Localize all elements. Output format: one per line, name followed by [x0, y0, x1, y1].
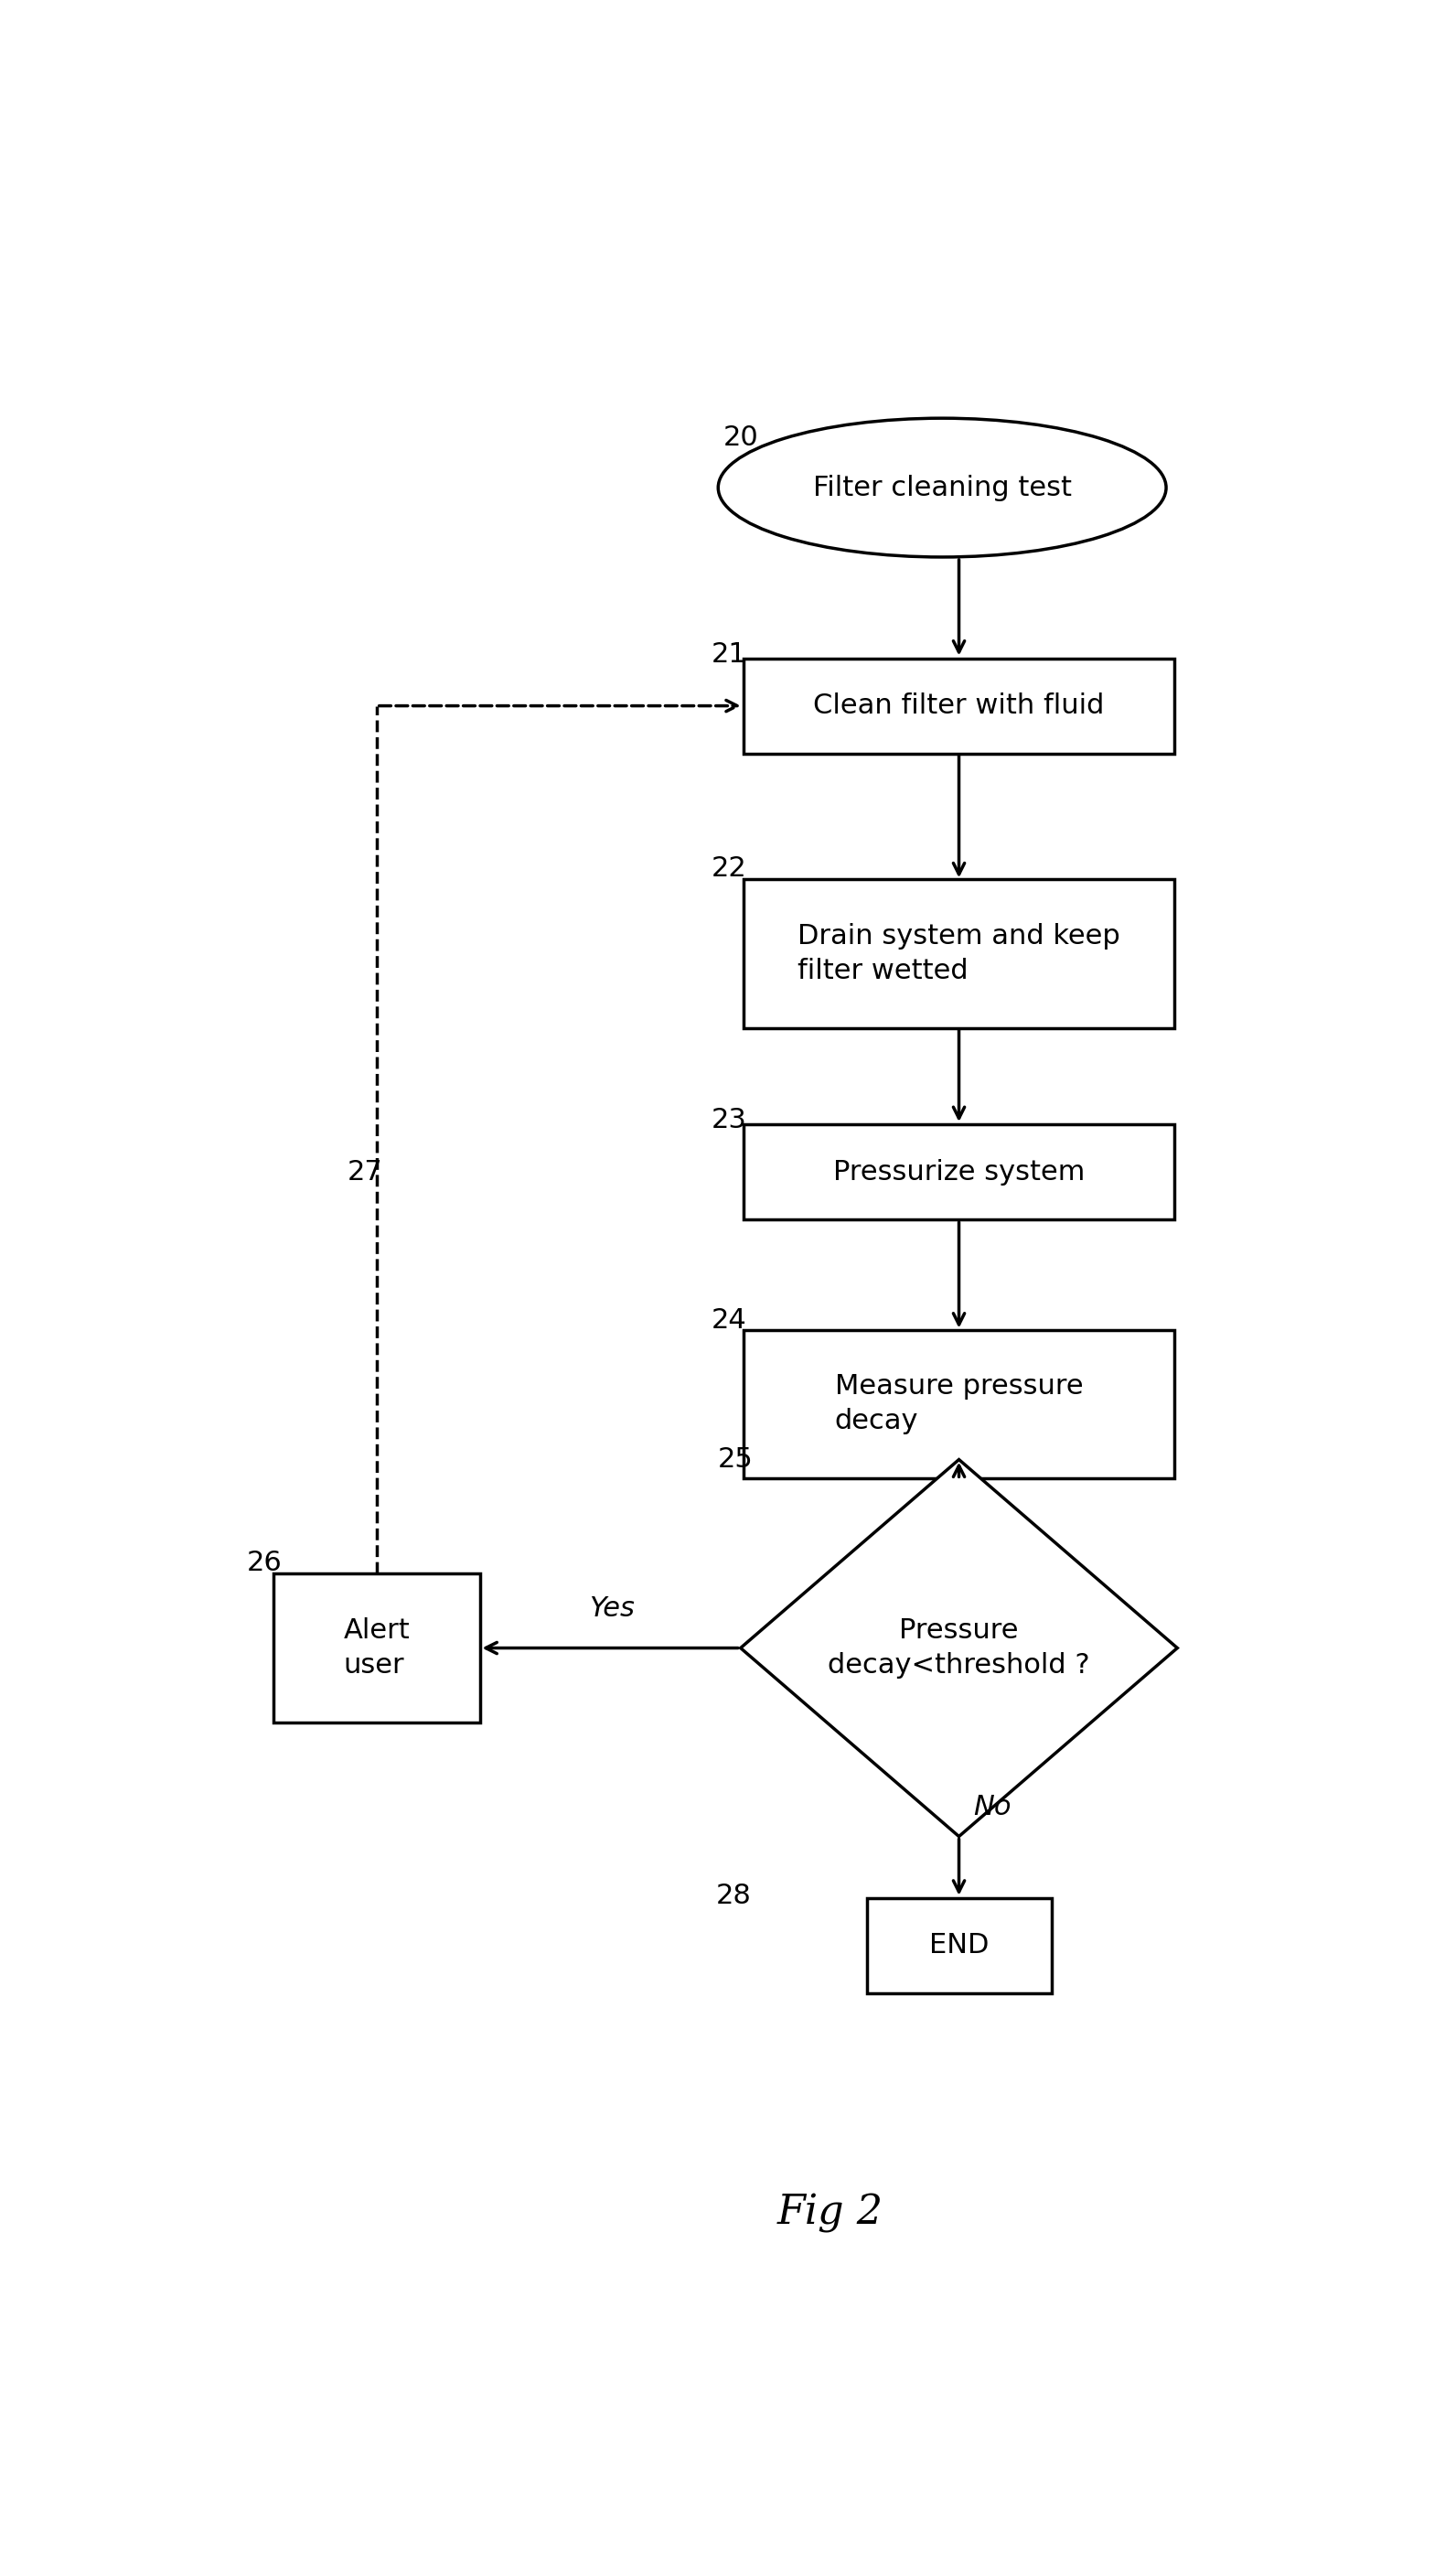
Text: Filter cleaning test: Filter cleaning test	[812, 474, 1072, 500]
Text: 21: 21	[711, 641, 747, 667]
Text: 24: 24	[711, 1309, 747, 1334]
Text: Fig 2: Fig 2	[777, 2195, 883, 2233]
Text: 25: 25	[717, 1445, 753, 1473]
Text: Drain system and keep
filter wetted: Drain system and keep filter wetted	[798, 922, 1120, 984]
Bar	[743, 1329, 1175, 1479]
Text: 20: 20	[722, 425, 759, 451]
Text: 22: 22	[711, 855, 747, 881]
Bar	[743, 1123, 1175, 1218]
Text: Alert
user: Alert user	[344, 1618, 410, 1680]
Text: 27: 27	[348, 1159, 383, 1185]
Text: Pressurize system: Pressurize system	[832, 1159, 1085, 1185]
Text: No: No	[974, 1793, 1012, 1819]
Text: 28: 28	[717, 1883, 751, 1909]
Bar	[273, 1574, 480, 1723]
Bar	[743, 659, 1175, 752]
Bar	[867, 1899, 1052, 1994]
Text: 26: 26	[247, 1548, 282, 1577]
Text: END: END	[929, 1932, 988, 1958]
Text: Pressure
decay<threshold ?: Pressure decay<threshold ?	[828, 1618, 1090, 1680]
Text: Yes: Yes	[590, 1595, 634, 1620]
Bar	[743, 878, 1175, 1028]
Text: Clean filter with fluid: Clean filter with fluid	[814, 693, 1104, 719]
Polygon shape	[740, 1461, 1178, 1837]
Text: 23: 23	[711, 1108, 747, 1133]
Text: Measure pressure
decay: Measure pressure decay	[835, 1373, 1084, 1435]
Ellipse shape	[718, 417, 1166, 556]
